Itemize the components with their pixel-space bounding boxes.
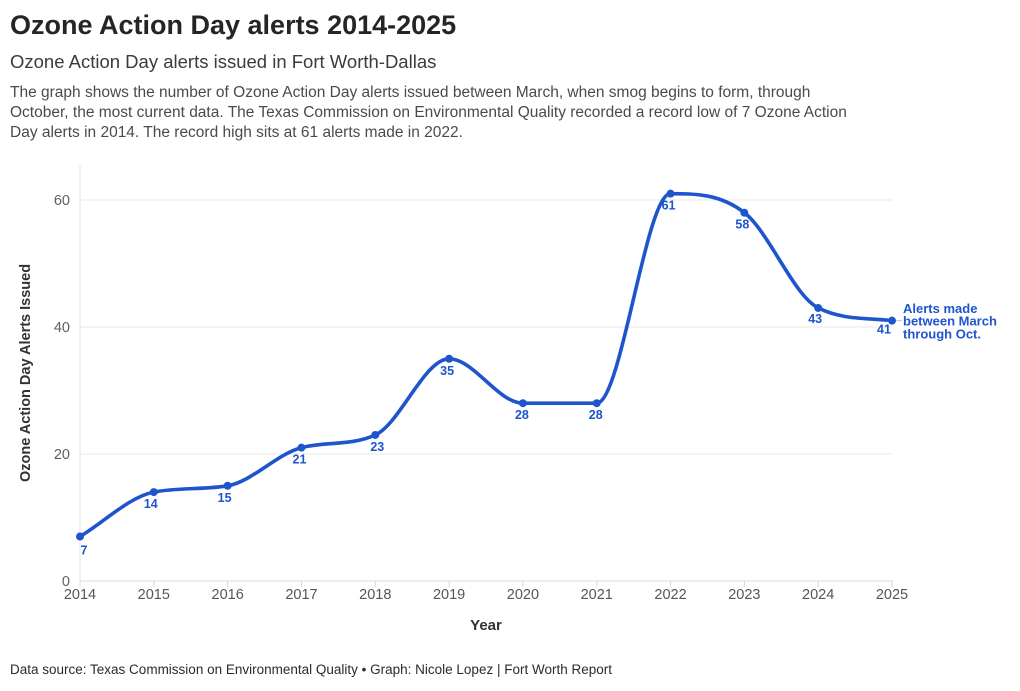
x-tick-label: 2015 (138, 587, 170, 603)
chart-subtitle: Ozone Action Day alerts issued in Fort W… (10, 51, 437, 72)
data-label: 35 (440, 364, 454, 378)
x-tick-label: 2017 (285, 587, 317, 603)
x-tick-label: 2021 (581, 587, 613, 603)
data-point (297, 443, 306, 452)
data-point (814, 303, 823, 312)
x-tick-label: 2023 (728, 587, 760, 603)
data-label: 14 (144, 497, 158, 511)
x-tick-label: 2025 (876, 587, 908, 603)
data-point (445, 354, 454, 363)
data-point (223, 481, 232, 490)
y-tick-label: 60 (54, 193, 70, 209)
x-tick-label: 2014 (64, 587, 96, 603)
data-point (888, 316, 896, 325)
chart-title: Ozone Action Day alerts 2014-2025 (10, 10, 457, 40)
data-point (76, 532, 84, 541)
x-tick-label: 2018 (359, 587, 391, 603)
data-label: 21 (293, 453, 307, 467)
x-tick-label: 2016 (212, 587, 244, 603)
series-line (78, 191, 894, 539)
data-point (740, 208, 749, 217)
data-label: 58 (735, 218, 749, 232)
description-line: Day alerts in 2014. The record high sits… (10, 124, 463, 141)
data-label: 28 (515, 408, 529, 422)
data-label: 7 (81, 544, 88, 558)
description-line: October, the most current data. The Texa… (10, 104, 847, 121)
x-axis-title: Year (470, 617, 502, 634)
x-tick-label: 2022 (654, 587, 686, 603)
annotation-line: between March (903, 314, 997, 329)
data-label: 41 (877, 323, 891, 337)
data-label: 23 (370, 440, 384, 454)
data-point (592, 399, 601, 408)
x-tick-label: 2024 (802, 587, 834, 603)
data-point (149, 488, 158, 497)
gridlines: 0 20 40 60 (54, 193, 893, 590)
footer-credit: Data source: Texas Commission on Environ… (10, 662, 612, 677)
y-tick-label: 40 (54, 320, 70, 336)
data-label: 15 (218, 491, 232, 505)
annotation-line: Alerts made (903, 301, 977, 316)
data-point (371, 430, 380, 439)
data-label: 61 (662, 199, 676, 213)
x-tick-label: 2020 (507, 587, 539, 603)
data-points: 7 14 15 21 23 35 28 28 61 58 43 41 (76, 189, 896, 558)
annotation-line: through Oct. (903, 326, 981, 341)
data-point (666, 189, 675, 198)
chart-description: The graph shows the number of Ozone Acti… (10, 83, 990, 143)
data-label: 28 (589, 408, 603, 422)
data-point (518, 399, 527, 408)
x-axis: 2014 2015 2016 2017 2018 2019 2020 2021 2022 2023… (64, 581, 908, 603)
x-tick-label: 2019 (433, 587, 465, 603)
y-tick-label: 0 (62, 574, 70, 590)
description-line: The graph shows the number of Ozone Acti… (10, 84, 811, 101)
y-tick-label: 20 (54, 447, 70, 463)
data-label: 43 (808, 312, 822, 326)
